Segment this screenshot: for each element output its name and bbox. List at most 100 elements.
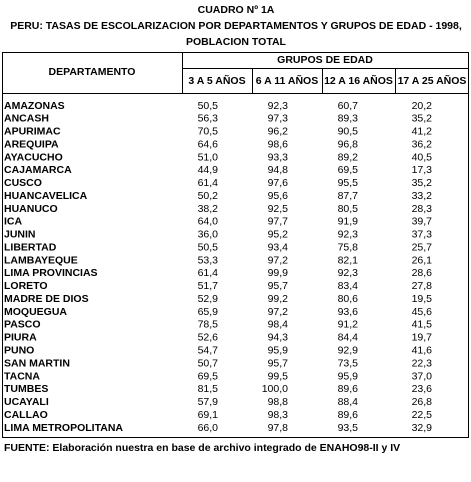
rate: 61,4 xyxy=(198,267,219,279)
rate: 97,3 xyxy=(268,113,289,125)
rate: 93,5 xyxy=(338,422,359,434)
rate: 91,9 xyxy=(338,216,359,228)
rate: 100,0 xyxy=(262,383,288,395)
rate: 97,8 xyxy=(268,422,289,434)
rate: 40,5 xyxy=(412,151,433,163)
rate: 99,5 xyxy=(268,370,289,382)
rate: 81,5 xyxy=(198,383,219,395)
rate: 56,3 xyxy=(198,113,219,125)
rate: 50,5 xyxy=(198,100,219,112)
rate: 35,2 xyxy=(412,113,433,125)
rate: 92,3 xyxy=(338,229,359,241)
rate: 25,7 xyxy=(412,241,433,253)
department: CAJAMARCA xyxy=(4,164,72,176)
department: HUANUCO xyxy=(4,203,58,215)
rate: 80,5 xyxy=(338,203,359,215)
rate: 96,8 xyxy=(338,138,359,150)
rate: 41,6 xyxy=(412,345,433,357)
rate: 50,7 xyxy=(198,357,219,369)
rate: 97,2 xyxy=(268,306,289,318)
rate: 95,9 xyxy=(338,370,359,382)
title: CUADRO Nº 1A xyxy=(198,4,275,16)
rate: 61,4 xyxy=(198,177,219,189)
rate: 91,2 xyxy=(338,319,359,331)
rate: 94,8 xyxy=(268,164,289,176)
rate: 28,3 xyxy=(412,203,433,215)
rate: 98,8 xyxy=(268,396,289,408)
rate: 50,5 xyxy=(198,241,219,253)
department: AMAZONAS xyxy=(4,100,65,112)
rate: 92,5 xyxy=(268,203,289,215)
department: TACNA xyxy=(4,370,40,382)
rate: 64,6 xyxy=(198,138,219,150)
group-header: GRUPOS DE EDAD xyxy=(277,54,373,66)
rate: 95,7 xyxy=(268,357,289,369)
department: UCAYALI xyxy=(4,396,49,408)
rate: 98,6 xyxy=(268,138,289,150)
rate: 98,3 xyxy=(268,409,289,421)
department: JUNIN xyxy=(4,229,36,241)
rate: 52,9 xyxy=(198,293,219,305)
department: APURIMAC xyxy=(4,126,61,138)
rate: 98,4 xyxy=(268,319,289,331)
rate: 97,7 xyxy=(268,216,289,228)
rate: 57,9 xyxy=(198,396,219,408)
column-header: 6 A 11 AÑOS xyxy=(256,74,318,87)
rate: 83,4 xyxy=(338,280,359,292)
rate: 27,8 xyxy=(412,280,433,292)
rate: 70,5 xyxy=(198,126,219,138)
rate: 84,4 xyxy=(338,332,359,344)
rate: 37,3 xyxy=(412,229,433,241)
rate: 69,1 xyxy=(198,409,219,421)
rate: 99,2 xyxy=(268,293,289,305)
rate: 52,6 xyxy=(198,332,219,344)
rate: 95,9 xyxy=(268,345,289,357)
rate: 93,4 xyxy=(268,241,289,253)
rate: 95,5 xyxy=(338,177,359,189)
rate: 23,6 xyxy=(412,383,433,395)
subtitle: PERU: TASAS DE ESCOLARIZACION POR DEPART… xyxy=(10,20,462,32)
rate: 50,2 xyxy=(198,190,219,202)
department: MADRE DE DIOS xyxy=(4,293,89,305)
rate: 36,2 xyxy=(412,138,433,150)
department: AREQUIPA xyxy=(4,138,59,150)
rate: 54,7 xyxy=(198,345,219,357)
rate: 95,2 xyxy=(268,229,289,241)
rate: 89,6 xyxy=(338,383,359,395)
rate: 60,7 xyxy=(338,100,359,112)
rate: 45,6 xyxy=(412,306,433,318)
rate: 94,3 xyxy=(268,332,289,344)
department: ICA xyxy=(4,216,23,228)
department: PUNO xyxy=(4,345,34,357)
column-header: 3 A 5 AÑOS xyxy=(188,74,245,87)
rate: 32,9 xyxy=(412,422,433,434)
rate: 89,2 xyxy=(338,151,359,163)
rate: 41,2 xyxy=(412,126,433,138)
rate: 88,4 xyxy=(338,396,359,408)
department: CALLAO xyxy=(4,409,48,421)
rate: 26,1 xyxy=(412,254,433,266)
rate: 41,5 xyxy=(412,319,433,331)
department: AYACUCHO xyxy=(4,151,63,163)
department: LIMA METROPOLITANA xyxy=(4,422,123,434)
rate: 17,3 xyxy=(412,164,433,176)
rate: 39,7 xyxy=(412,216,433,228)
subtitle: POBLACION TOTAL xyxy=(186,36,287,48)
rate: 89,6 xyxy=(338,409,359,421)
rate: 93,6 xyxy=(338,306,359,318)
row-header: DEPARTAMENTO xyxy=(49,66,136,78)
department: LORETO xyxy=(4,280,48,292)
rate: 53,3 xyxy=(198,254,219,266)
rate: 19,5 xyxy=(412,293,433,305)
rate: 28,6 xyxy=(412,267,433,279)
rate: 97,2 xyxy=(268,254,289,266)
rate: 97,6 xyxy=(268,177,289,189)
rate: 20,2 xyxy=(412,100,433,112)
source: FUENTE: Elaboración nuestra en base de a… xyxy=(4,442,400,454)
rate: 95,6 xyxy=(268,190,289,202)
rate: 37,0 xyxy=(412,370,433,382)
rate: 69,5 xyxy=(338,164,359,176)
department: PIURA xyxy=(4,332,37,344)
rate: 69,5 xyxy=(198,370,219,382)
